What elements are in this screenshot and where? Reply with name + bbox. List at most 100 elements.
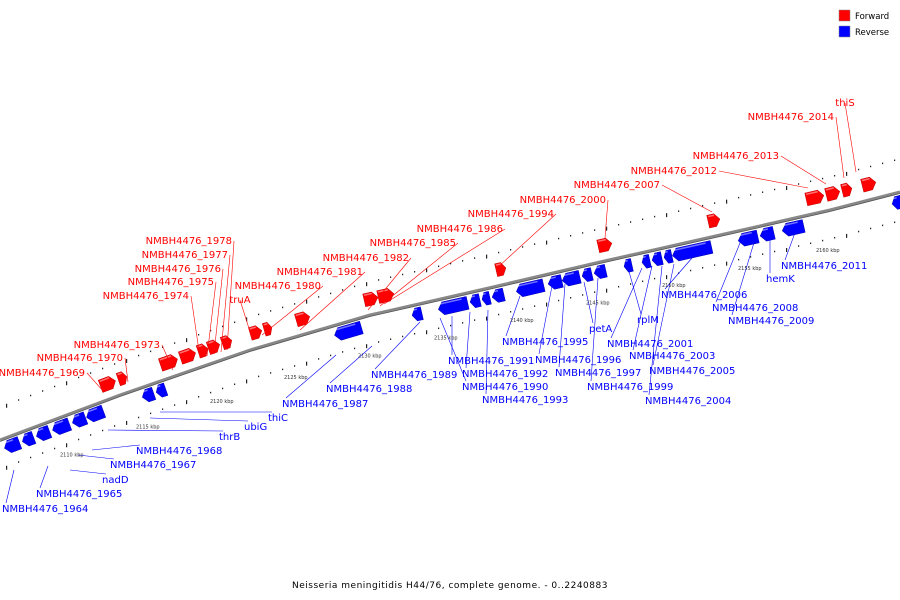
upper-tick xyxy=(570,235,572,237)
gene-highlight xyxy=(481,292,486,296)
upper-tick xyxy=(558,237,560,240)
forward-gene-label: NMBH4476_1970 xyxy=(37,353,123,364)
forward-leader-line xyxy=(844,102,857,173)
legend-reverse-swatch xyxy=(838,25,851,38)
reverse-gene-label: thrB xyxy=(219,432,240,443)
lower-tick xyxy=(54,447,56,450)
reverse-leader-line xyxy=(107,429,224,432)
forward-gene-label: truA xyxy=(229,295,250,306)
upper-tick xyxy=(234,321,236,324)
upper-tick xyxy=(426,268,428,273)
gene-body xyxy=(248,325,263,341)
forward-leader-line xyxy=(206,281,217,357)
gene-body xyxy=(469,293,482,308)
gene-highlight xyxy=(841,183,847,187)
reverse-leader-line xyxy=(652,263,675,366)
upper-tick xyxy=(654,215,656,218)
legend: Forward Reverse xyxy=(838,9,889,38)
gene-highlight xyxy=(707,214,715,218)
upper-tick xyxy=(786,186,788,190)
gene-body xyxy=(36,425,53,441)
reverse-leader-line xyxy=(374,321,421,370)
forward-gene-label: NMBH4476_1976 xyxy=(135,264,221,275)
upper-tick xyxy=(174,342,176,344)
upper-tick xyxy=(642,218,644,221)
reverse-gene-arrow xyxy=(737,229,760,247)
reverse-leader-line xyxy=(784,229,797,261)
lower-tick xyxy=(126,420,128,425)
reverse-gene-label: thiC xyxy=(268,413,288,424)
reverse-gene-label: NMBH4476_1992 xyxy=(462,369,548,380)
scale-label: 2125 kbp xyxy=(284,375,308,381)
upper-tick xyxy=(414,271,416,273)
forward-gene-arrow xyxy=(824,186,841,202)
gene-body xyxy=(411,306,424,322)
lower-tick xyxy=(330,354,332,357)
gene-body xyxy=(737,229,760,247)
gene-highlight xyxy=(85,407,98,414)
upper-tick xyxy=(594,229,596,231)
reverse-leader-line xyxy=(538,285,553,355)
lower-tick xyxy=(630,283,632,285)
lower-tick xyxy=(570,297,572,299)
lower-tick xyxy=(402,335,404,338)
reverse-gene-arrow xyxy=(623,258,634,273)
lower-tick xyxy=(462,322,464,324)
forward-gene-arrow xyxy=(248,325,263,341)
upper-tick xyxy=(726,199,728,204)
lower-tick xyxy=(90,434,92,436)
gene-body xyxy=(491,287,506,303)
gene-body xyxy=(438,296,470,315)
upper-tick xyxy=(606,226,608,231)
reverse-gene-label: NMBH4476_1995 xyxy=(502,337,588,348)
gene-body xyxy=(824,186,841,202)
upper-tick xyxy=(438,265,440,268)
lower-tick xyxy=(750,256,752,258)
reverse-gene-label: NMBH4476_2004 xyxy=(645,396,731,407)
upper-tick xyxy=(282,306,284,309)
lower-tick xyxy=(306,361,308,366)
forward-gene-arrow xyxy=(294,311,311,328)
lower-tick xyxy=(258,375,260,378)
gene-body xyxy=(205,339,220,355)
gene-highlight xyxy=(641,255,646,259)
lower-tick xyxy=(198,396,200,398)
lower-tick xyxy=(858,230,860,233)
upper-tick xyxy=(78,376,80,379)
reverse-gene-arrow xyxy=(469,293,482,308)
gene-highlight xyxy=(491,289,499,293)
upper-tick xyxy=(810,180,812,183)
upper-tick xyxy=(834,174,836,177)
reverse-gene-label: NMBH4476_2005 xyxy=(649,366,735,377)
lower-tick xyxy=(582,294,584,296)
gene-body xyxy=(494,262,507,277)
genome-caption: Neisseria meningitidis H44/76, complete … xyxy=(292,581,608,591)
upper-tick xyxy=(582,232,584,234)
reverse-gene-label: NMBH4476_1990 xyxy=(462,382,548,393)
forward-leader-line xyxy=(226,240,235,351)
reverse-gene-arrow xyxy=(547,274,564,290)
reverse-leader-line xyxy=(715,237,743,303)
upper-tick xyxy=(798,183,800,185)
lower-tick xyxy=(42,452,44,454)
lower-tick xyxy=(882,224,884,227)
lower-tick xyxy=(150,412,152,415)
reverse-gene-label: petA xyxy=(589,324,612,335)
lower-tick xyxy=(774,250,776,253)
reverse-gene-label: NMBH4476_1999 xyxy=(587,382,673,393)
gene-highlight xyxy=(21,433,28,438)
upper-tick xyxy=(546,240,548,245)
gene-highlight xyxy=(99,377,110,382)
lower-tick xyxy=(378,341,380,343)
forward-leader-line xyxy=(261,285,324,336)
reverse-gene-label: NMBH4476_1991 xyxy=(448,356,534,367)
gene-body xyxy=(177,348,196,365)
label-leader-lines xyxy=(5,102,857,504)
scale-label: 2160 kbp xyxy=(816,248,840,254)
lower-tick xyxy=(546,302,548,307)
upper-tick xyxy=(114,363,116,365)
lower-tick xyxy=(426,330,428,335)
reverse-leader-line xyxy=(583,281,594,324)
gene-body xyxy=(481,291,492,306)
forward-gene-arrow xyxy=(115,371,128,387)
